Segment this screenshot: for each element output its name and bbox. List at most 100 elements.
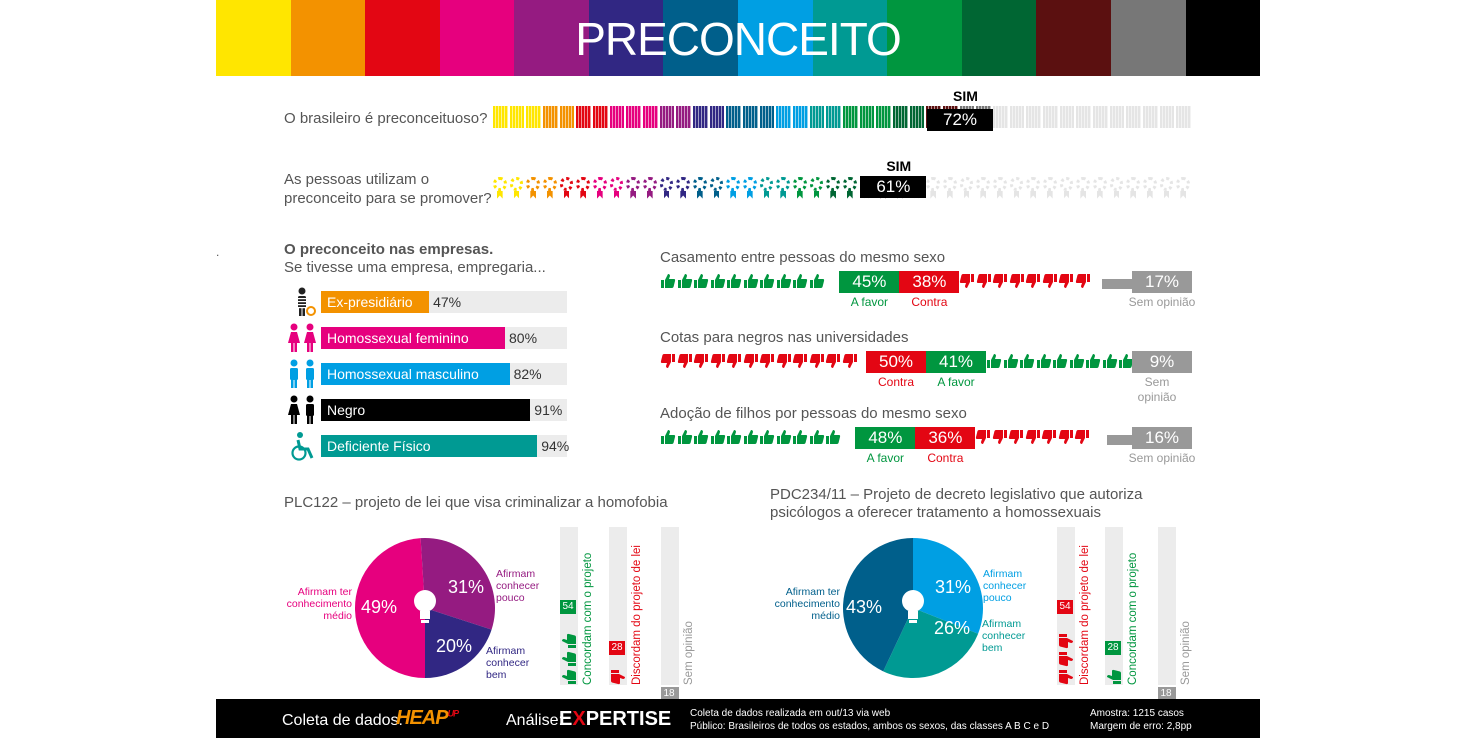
rosette-center — [748, 182, 752, 186]
pie-label-line: Afirmam — [982, 618, 1022, 630]
empresa-label: Negro — [327, 402, 366, 418]
pie-slice — [843, 538, 913, 672]
vbar-value-text: 28 — [1107, 641, 1119, 653]
thumbs-up-icon — [661, 430, 676, 444]
rosette-icon — [593, 177, 607, 191]
rosette-icon — [943, 177, 957, 191]
q2-icon-row — [493, 175, 1193, 203]
wheelchair-icon — [284, 431, 320, 461]
rosette-tail — [663, 190, 670, 199]
thumbs-up-icon — [677, 430, 692, 444]
pie-label-line: médio — [811, 610, 840, 622]
rosette-icon — [793, 177, 807, 191]
empresa-pct: 94% — [541, 438, 570, 454]
thumbs-up-icon — [727, 274, 742, 288]
tally-icon — [693, 106, 708, 128]
rosette-tail — [597, 190, 603, 199]
thumbs-down-icon — [1042, 274, 1057, 288]
thumbs-up-icon — [694, 274, 709, 288]
vbar-value-text: 54 — [1059, 600, 1071, 612]
vbar-label: Discordam do projeto de lei — [631, 545, 643, 685]
empresa-bar-track: Homossexual masculino 82% — [321, 363, 567, 385]
thumbs-down-icon — [776, 354, 791, 368]
tally-icon — [1126, 106, 1141, 128]
thumbs-up-icon — [1119, 354, 1134, 368]
pie-label-line: Afirmam ter — [297, 586, 352, 598]
q1-pct-box: 72% — [927, 109, 993, 131]
vbar-label: Concordam com o projeto — [1127, 552, 1139, 685]
tally-icon — [1176, 106, 1191, 128]
pie-slice — [355, 538, 425, 678]
thumbs-down-icon — [1059, 274, 1074, 288]
empresa-pct: 91% — [534, 402, 563, 418]
vbar-track — [609, 527, 627, 685]
thumbs-up-icon — [1053, 354, 1068, 368]
tema-pct: 50% — [878, 352, 914, 371]
thumbs-up-icon — [793, 274, 808, 288]
thumbs-up-icon — [694, 430, 709, 444]
pie-label: Afirmam ter conhecimento médio — [262, 586, 352, 622]
plc-pie-chart — [355, 538, 495, 678]
tema-seg-label: Contra — [911, 295, 948, 309]
pie-label-line: Afirmam — [496, 568, 536, 580]
rosette-center — [714, 182, 719, 186]
footer-info: Coleta de dados realizada em out/13 via … — [690, 707, 1049, 733]
rosette-center — [998, 182, 1002, 186]
thumbs-down-icon — [1075, 430, 1090, 444]
empresa-label: Ex-presidiário — [327, 294, 413, 310]
rosette-icon — [1059, 177, 1074, 191]
rosette-tail — [963, 190, 970, 199]
rosette-icon — [526, 177, 540, 191]
women-couple-icon — [284, 323, 320, 352]
tema-pct: 9% — [1149, 352, 1175, 371]
header-stripe — [216, 0, 291, 76]
empresa-bar-track: Ex-presidiário 47% — [321, 291, 567, 313]
header-stripe — [439, 0, 515, 76]
thumbs-up-icon — [710, 274, 725, 288]
thumbs-up-icon — [760, 430, 775, 444]
rosette-center — [498, 182, 502, 186]
expertise-logo-x: X — [572, 708, 586, 730]
expertise-logo: EXPERTISE — [559, 708, 671, 731]
rosette-icon — [1176, 177, 1190, 191]
header-stripe — [1036, 0, 1111, 76]
vbar-track — [1158, 527, 1176, 685]
empresa-label: Deficiente Físico — [327, 438, 431, 454]
rosette-center — [698, 182, 702, 186]
tema-title: Casamento entre pessoas do mesmo sexo — [660, 249, 946, 266]
pie-label: Afirmam conhecer pouco — [496, 568, 586, 604]
tally-icon — [909, 106, 925, 128]
thumbs-down-icon — [726, 354, 741, 368]
pie-label-line: bem — [982, 642, 1003, 654]
thumbs-down-icon — [1059, 652, 1073, 667]
footer: Coleta de dados: HEAPUP Análise: EXPERTI… — [216, 699, 1260, 738]
rosette-center — [1131, 182, 1135, 186]
thumbs-down-icon — [1058, 430, 1073, 444]
header-stripe — [290, 0, 366, 76]
thumbs-up-icon — [677, 274, 692, 288]
rosette-tail — [1180, 190, 1186, 199]
tally-icon — [1076, 106, 1091, 128]
tema-none-bar — [1106, 435, 1132, 445]
pie-label: Afirmam conhecer bem — [486, 645, 576, 681]
tema-seg-label: A favor — [866, 451, 905, 465]
tema-pct: 41% — [938, 352, 974, 371]
q2-question: As pessoas utilizam o preconceito para s… — [284, 170, 492, 208]
rosette-tail — [813, 190, 820, 199]
rosette-tail — [630, 190, 636, 199]
tally-icon — [1009, 106, 1025, 128]
tema-pct-box: 50% — [866, 351, 926, 373]
vbar-value: 54 — [1057, 599, 1073, 614]
rosette-tail — [947, 190, 953, 199]
rosette-center — [1114, 182, 1119, 186]
pie-label: Afirmam conhecer pouco — [983, 568, 1073, 604]
rosette-tail — [563, 190, 570, 199]
empresa-bar-fill — [321, 399, 531, 421]
pdc-pie-chart — [843, 538, 983, 678]
thumbs-down-icon — [792, 354, 807, 368]
tally-icon — [643, 106, 658, 128]
thumbs-down-icon — [1025, 430, 1040, 444]
tema-seg-label: A favor — [850, 295, 889, 309]
vbar-value-text: 18 — [663, 687, 675, 699]
thumbs-down-icon — [710, 354, 725, 368]
